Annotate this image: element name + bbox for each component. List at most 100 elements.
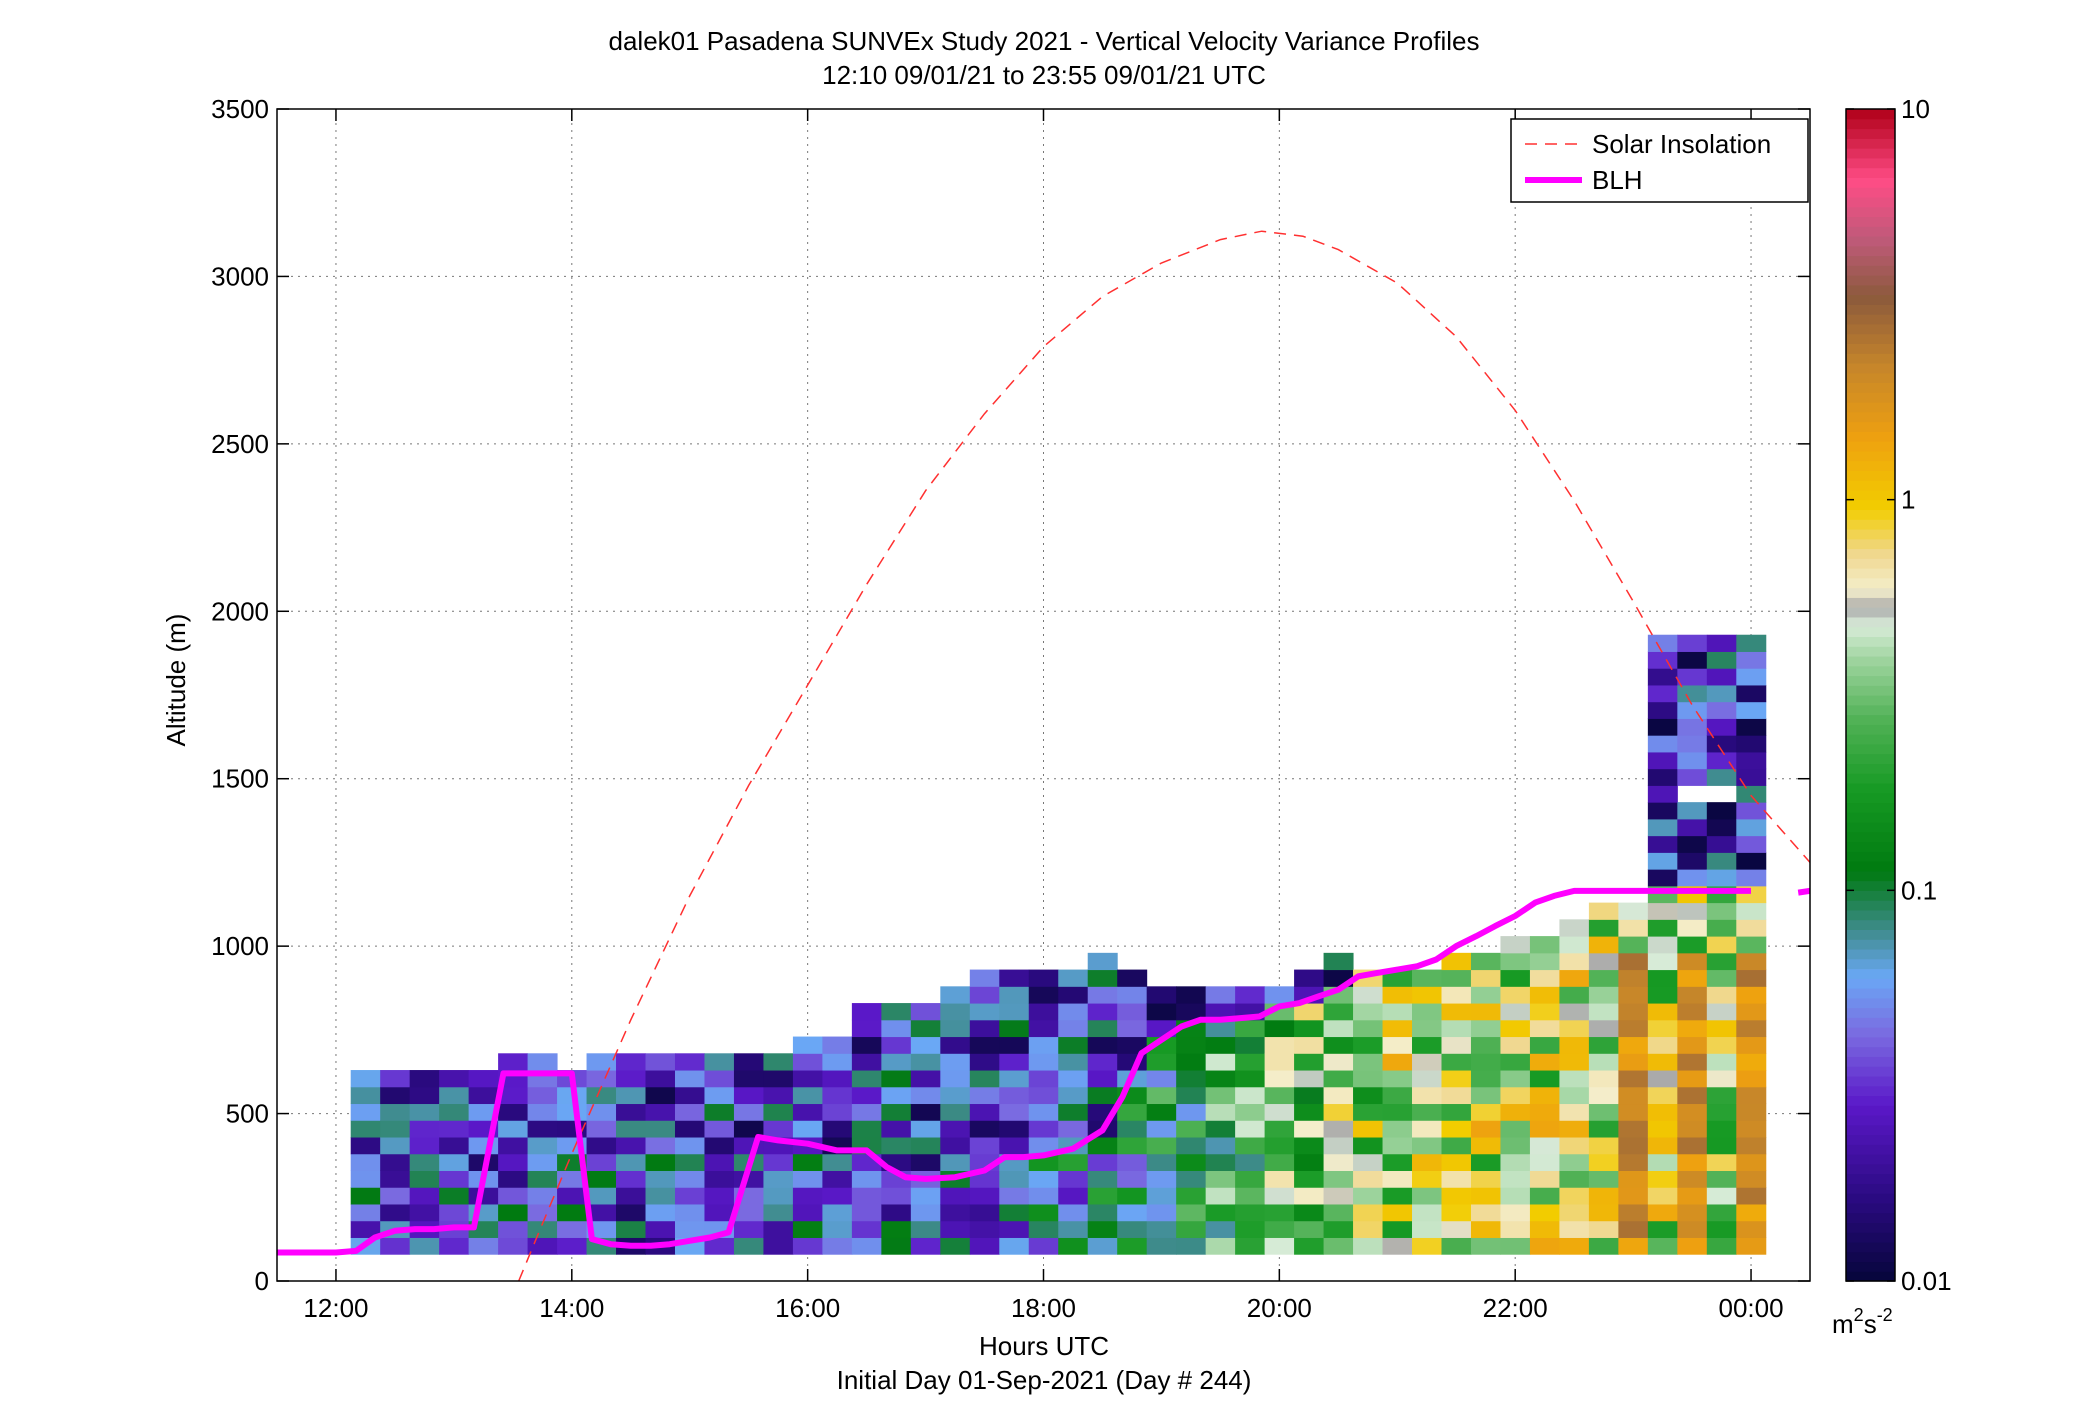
colorbar-step	[1846, 216, 1895, 227]
heatmap-cell	[1353, 1170, 1384, 1188]
heatmap-cell	[792, 1053, 823, 1071]
heatmap-cell	[557, 1187, 588, 1205]
heatmap-cell	[1087, 1153, 1118, 1171]
heatmap-cell	[969, 1070, 1000, 1088]
colorbar-tick-label: 10	[1901, 94, 1930, 124]
colorbar-step	[1846, 1027, 1895, 1038]
heatmap-cell	[999, 1003, 1030, 1021]
heatmap-cell	[1441, 1053, 1472, 1071]
heatmap-cell	[822, 1203, 853, 1222]
heatmap-cell	[1205, 1170, 1236, 1188]
heatmap-cell	[1441, 1003, 1472, 1021]
heatmap-cell	[1441, 952, 1472, 971]
heatmap-cell	[999, 1103, 1030, 1121]
colorbar-step	[1846, 402, 1895, 413]
heatmap-cell	[1706, 735, 1737, 753]
heatmap-cell	[851, 1003, 882, 1021]
colorbar-step	[1846, 245, 1895, 257]
heatmap-cell	[1176, 1220, 1207, 1238]
heatmap-cell	[1117, 969, 1148, 987]
heatmap-cell	[1323, 1019, 1354, 1038]
heatmap-cell	[1028, 1170, 1059, 1188]
heatmap-cell	[1382, 1070, 1413, 1088]
heatmap-cell	[1323, 1187, 1354, 1205]
heatmap-cell	[1677, 969, 1708, 987]
heatmap-cell	[616, 1187, 647, 1205]
heatmap-cell	[1647, 634, 1678, 652]
y-tick-label: 3000	[211, 261, 269, 291]
heatmap-cell	[1264, 1036, 1295, 1054]
heatmap-cell	[1559, 1203, 1590, 1222]
heatmap-cell	[1736, 1003, 1767, 1021]
heatmap-cell	[1647, 936, 1678, 954]
heatmap-cell	[1294, 1053, 1325, 1071]
heatmap-cell	[1412, 1187, 1442, 1205]
heatmap-cell	[1559, 1237, 1590, 1255]
x-tick-label: 20:00	[1247, 1293, 1312, 1323]
heatmap-cell	[645, 1053, 676, 1071]
colorbar-step	[1846, 392, 1895, 403]
chart-subtitle: 12:10 09/01/21 to 23:55 09/01/21 UTC	[822, 60, 1266, 90]
heatmap-cell	[1677, 1187, 1708, 1205]
heatmap-cell	[1500, 936, 1531, 954]
heatmap-cell	[1588, 1019, 1619, 1038]
heatmap-cell	[350, 1103, 381, 1121]
colorbar-step	[1846, 489, 1895, 501]
heatmap-cell	[1087, 1003, 1118, 1021]
heatmap-cell	[1117, 1220, 1148, 1238]
heatmap-cell	[645, 1153, 676, 1171]
heatmap-cell	[733, 1203, 764, 1222]
heatmap-cell	[881, 1103, 912, 1121]
colorbar-step	[1846, 616, 1895, 628]
heatmap-cell	[1353, 1220, 1384, 1238]
heatmap-cell	[1294, 1070, 1325, 1088]
colorbar-step	[1846, 831, 1895, 843]
heatmap-cell	[822, 1153, 853, 1171]
heatmap-cell	[1706, 1036, 1737, 1054]
colorbar-step	[1846, 206, 1895, 218]
heatmap-cell	[910, 1237, 941, 1255]
heatmap-cell	[674, 1220, 705, 1238]
heatmap-cell	[674, 1103, 705, 1121]
colorbar-step	[1846, 558, 1895, 569]
y-tick-label: 2500	[211, 429, 269, 459]
heatmap-cell	[674, 1187, 705, 1205]
heatmap-cell	[999, 1019, 1030, 1038]
heatmap-cell	[1441, 1036, 1472, 1054]
heatmap-cell	[409, 1170, 440, 1188]
heatmap-cell	[969, 1019, 1000, 1038]
heatmap-cell	[733, 1053, 764, 1071]
heatmap-cell	[1618, 1237, 1649, 1255]
heatmap-cell	[1382, 1120, 1413, 1138]
heatmap-cell	[1058, 1203, 1089, 1222]
heatmap-cell	[1647, 1070, 1678, 1088]
colorbar-step	[1846, 568, 1895, 579]
heatmap-cell	[1412, 1137, 1442, 1155]
heatmap-cell	[1235, 1086, 1266, 1105]
heatmap-cell	[586, 1086, 617, 1105]
heatmap-cell	[1559, 1220, 1590, 1238]
heatmap-cell	[1146, 1170, 1177, 1188]
heatmap-cell	[1205, 1053, 1236, 1071]
colorbar-step	[1846, 704, 1895, 716]
heatmap-cell	[940, 1153, 971, 1171]
heatmap-cell	[1146, 1053, 1177, 1071]
heatmap-cell	[674, 1070, 705, 1088]
colorbar-step	[1846, 636, 1895, 647]
colorbar-step	[1846, 929, 1895, 940]
heatmap-cell	[1500, 1120, 1531, 1138]
heatmap-cell	[439, 1203, 470, 1222]
colorbar-step	[1846, 900, 1895, 911]
heatmap-cell	[439, 1070, 470, 1088]
heatmap-cell	[969, 1053, 1000, 1071]
heatmap-cell	[999, 1120, 1030, 1138]
heatmap-cell	[822, 1120, 853, 1138]
heatmap-cell	[1677, 718, 1708, 736]
heatmap-cell	[1559, 1019, 1590, 1038]
heatmap-cell	[969, 1203, 1000, 1222]
heatmap-cell	[851, 1070, 882, 1088]
heatmap-cell	[468, 1237, 499, 1255]
heatmap-cell	[733, 1086, 764, 1105]
chart-title: dalek01 Pasadena SUNVEx Study 2021 - Ver…	[609, 26, 1480, 56]
heatmap-cell	[1412, 969, 1442, 987]
